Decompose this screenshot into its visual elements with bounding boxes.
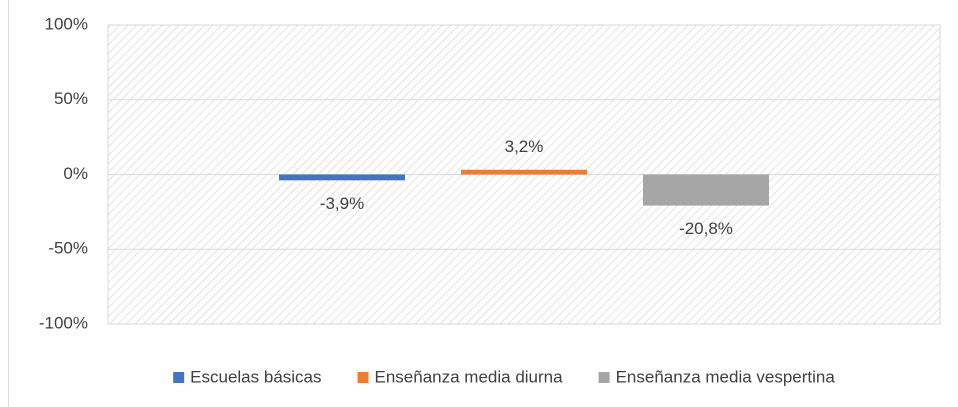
y-tick-label: 0% bbox=[63, 164, 88, 183]
data-label: -3,9% bbox=[320, 194, 364, 213]
y-tick-label: -100% bbox=[39, 313, 88, 332]
bar bbox=[643, 174, 769, 206]
legend-marker bbox=[598, 372, 610, 383]
bar bbox=[461, 169, 587, 175]
legend-marker bbox=[357, 372, 369, 383]
legend-label: Enseñanza media diurna bbox=[375, 367, 564, 386]
y-tick-label: 100% bbox=[45, 14, 88, 33]
data-label: 3,2% bbox=[505, 137, 544, 156]
legend-label: Enseñanza media vespertina bbox=[616, 367, 836, 386]
legend-marker bbox=[173, 372, 185, 383]
data-label: -20,8% bbox=[679, 219, 733, 238]
y-tick-label: -50% bbox=[48, 239, 88, 258]
y-tick-label: 50% bbox=[54, 89, 88, 108]
legend-label: Escuelas básicas bbox=[190, 367, 321, 386]
bar bbox=[279, 174, 405, 181]
